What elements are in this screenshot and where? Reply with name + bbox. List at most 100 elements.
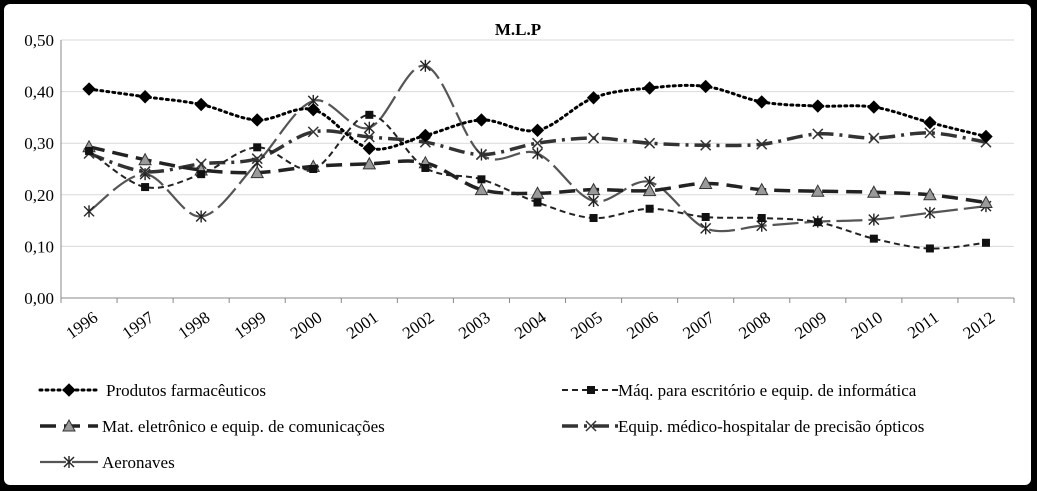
data-point [194, 97, 208, 112]
data-point [757, 214, 766, 223]
data-point [306, 102, 320, 117]
data-point [867, 185, 881, 198]
data-point [810, 184, 825, 197]
data-point [197, 170, 206, 179]
x-tick-label: 1998 [175, 308, 214, 343]
legend-marker [585, 420, 597, 432]
data-point [869, 234, 878, 243]
legend-marker [63, 456, 75, 468]
x-tick-label: 1997 [119, 307, 158, 342]
data-point [250, 165, 265, 179]
legend-item: Aeronaves [40, 453, 175, 472]
legend-label: Máq. para escritório e equip. de informá… [618, 381, 917, 400]
x-tick-label: 2009 [791, 308, 830, 343]
data-point [700, 222, 712, 235]
data-point [363, 131, 375, 143]
data-point [365, 110, 374, 119]
y-tick-label: 0,20 [24, 186, 54, 205]
data-point [811, 99, 825, 113]
data-point [923, 187, 937, 201]
legend-marker [587, 386, 595, 394]
data-point [924, 206, 936, 219]
data-point [141, 183, 150, 192]
data-point [83, 205, 95, 218]
data-point [586, 91, 601, 105]
x-tick-label: 2011 [904, 308, 942, 343]
data-point [475, 149, 487, 161]
legend-label: Aeronaves [102, 453, 175, 472]
data-point [362, 141, 377, 156]
data-point [813, 218, 822, 227]
data-point [925, 244, 934, 253]
series-line [87, 83, 988, 151]
data-point [589, 214, 598, 223]
data-point [421, 163, 430, 172]
data-point [755, 95, 769, 109]
x-tick-label: 2003 [455, 308, 494, 343]
data-point [138, 90, 152, 104]
series-square [85, 110, 990, 253]
data-point [981, 238, 990, 247]
data-point [477, 175, 486, 184]
data-point [979, 195, 993, 209]
x-tick-label: 1996 [63, 308, 102, 343]
x-tick-label: 2004 [511, 307, 550, 342]
data-point [588, 132, 600, 144]
legend-marker [62, 418, 76, 432]
x-tick-label: 2010 [847, 308, 886, 343]
legend-item: Produtos farmacêuticos [38, 381, 266, 400]
legend-label: Produtos farmacêuticos [106, 381, 266, 400]
legend: Produtos farmacêuticos Máq. para escritór… [38, 381, 924, 472]
x-tick-label: 1999 [231, 308, 270, 343]
data-point [418, 128, 433, 143]
data-point [698, 79, 713, 94]
y-tick-label: 0,50 [24, 31, 54, 50]
data-point [363, 121, 375, 134]
data-point [868, 213, 880, 226]
data-point [251, 153, 263, 165]
data-point [82, 82, 96, 96]
x-tick-label: 2001 [343, 308, 382, 343]
data-point [530, 123, 545, 138]
data-point [139, 166, 151, 178]
data-point [754, 182, 769, 196]
series-diamond [82, 79, 993, 156]
x-tick-label: 2000 [287, 308, 326, 343]
data-point [700, 139, 712, 151]
series-star [83, 59, 992, 235]
legend-label: Mat. eletrônico e equip. de comunicações [102, 417, 385, 436]
legend-item: Máq. para escritório e equip. de informá… [562, 381, 917, 400]
x-tick-label: 2007 [679, 307, 718, 342]
legend-item: Equip. médico-hospitalar de precisão ópt… [562, 417, 924, 436]
data-point [474, 113, 489, 127]
data-point [645, 204, 654, 213]
series-group [82, 59, 993, 253]
data-point [868, 132, 880, 144]
x-tick-label: 2008 [735, 308, 774, 343]
data-point [533, 198, 542, 207]
x-tick-label: 2012 [960, 308, 999, 343]
data-point [253, 143, 262, 152]
data-point [701, 212, 710, 221]
data-point [588, 194, 600, 207]
data-point [530, 186, 545, 199]
series-line [88, 129, 987, 174]
series-x [83, 126, 992, 178]
data-point [812, 128, 824, 140]
legend-marker [62, 383, 76, 397]
data-point [642, 183, 657, 197]
data-point [362, 156, 377, 170]
data-point [85, 146, 94, 155]
data-point [307, 126, 319, 138]
chart-frame [4, 4, 1031, 485]
x-tick-label: 2006 [623, 308, 662, 343]
data-point [979, 129, 993, 144]
data-point [419, 59, 431, 72]
data-point [138, 152, 152, 166]
data-point [474, 182, 489, 196]
x-tick-label: 2005 [567, 308, 606, 343]
legend-label: Equip. médico-hospitalar de precisão ópt… [618, 417, 924, 436]
data-point [867, 100, 881, 114]
data-point [923, 115, 937, 130]
